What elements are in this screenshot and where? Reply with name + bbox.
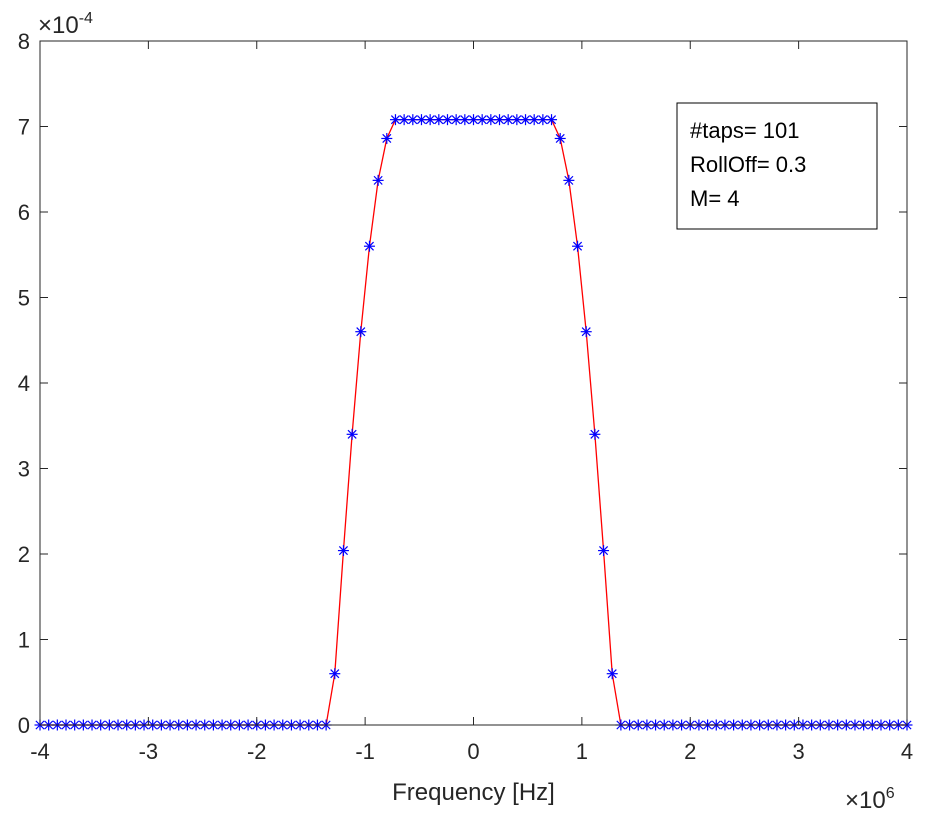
data-point-marker [580, 326, 592, 338]
x-tick-label: -4 [30, 739, 50, 764]
data-point-marker [363, 240, 375, 252]
y-tick-label: 5 [18, 286, 30, 311]
data-point-marker [355, 326, 367, 338]
data-point-marker [372, 174, 384, 186]
data-point-marker [563, 174, 575, 186]
data-point-marker [572, 240, 584, 252]
data-point-marker [424, 114, 436, 126]
data-point-marker [485, 114, 497, 126]
y-tick-label: 3 [18, 457, 30, 482]
x-exponent-label: ×106 [845, 785, 895, 814]
annotation-border [676, 102, 878, 230]
y-exponent-power: -4 [79, 10, 93, 27]
annotation-line-rolloff: RollOff= 0.3 [690, 152, 806, 177]
data-point-marker [407, 114, 419, 126]
y-tick-label: 0 [18, 713, 30, 738]
annotation-line-taps: #taps= 101 [690, 118, 799, 143]
x-tick-label: 3 [793, 739, 805, 764]
data-point-marker [337, 545, 349, 557]
y-tick-label: 8 [18, 29, 30, 54]
data-point-marker [441, 114, 453, 126]
data-point-marker [598, 545, 610, 557]
x-tick-label: 2 [684, 739, 696, 764]
data-point-marker [606, 668, 618, 680]
x-tick-label: -1 [355, 739, 375, 764]
y-tick-label: 1 [18, 628, 30, 653]
data-point-marker [546, 114, 558, 126]
data-point-marker [537, 114, 549, 126]
x-exponent-power: 6 [886, 785, 895, 802]
ticks-layer [39, 40, 908, 726]
x-tick-label: 1 [576, 739, 588, 764]
data-point-marker [346, 428, 358, 440]
data-point-marker [381, 132, 393, 144]
y-exponent-label: ×10-4 [38, 10, 93, 39]
x-tick-label: -3 [139, 739, 159, 764]
x-axis-label: Frequency [Hz] [392, 779, 555, 806]
annotation-line-m: M= 4 [690, 186, 740, 211]
labels-layer: -4 -3 -2 -1 0 1 2 3 4 0 1 2 3 4 5 6 7 8 [18, 29, 913, 764]
data-point-marker [554, 132, 566, 144]
y-tick-label: 4 [18, 371, 30, 396]
data-point-marker [433, 114, 445, 126]
annotation-box: #taps= 101 RollOff= 0.3 M= 4 [676, 102, 878, 230]
x-tick-label: 0 [467, 739, 479, 764]
y-tick-label: 7 [18, 115, 30, 140]
data-point-marker [589, 428, 601, 440]
data-point-marker [329, 668, 341, 680]
y-tick-label: 6 [18, 200, 30, 225]
x-exponent-base: ×10 [845, 787, 886, 814]
x-tick-label: -2 [247, 739, 267, 764]
y-tick-label: 2 [18, 542, 30, 567]
y-exponent-base: ×10 [38, 12, 79, 39]
x-tick-label: 4 [901, 739, 913, 764]
